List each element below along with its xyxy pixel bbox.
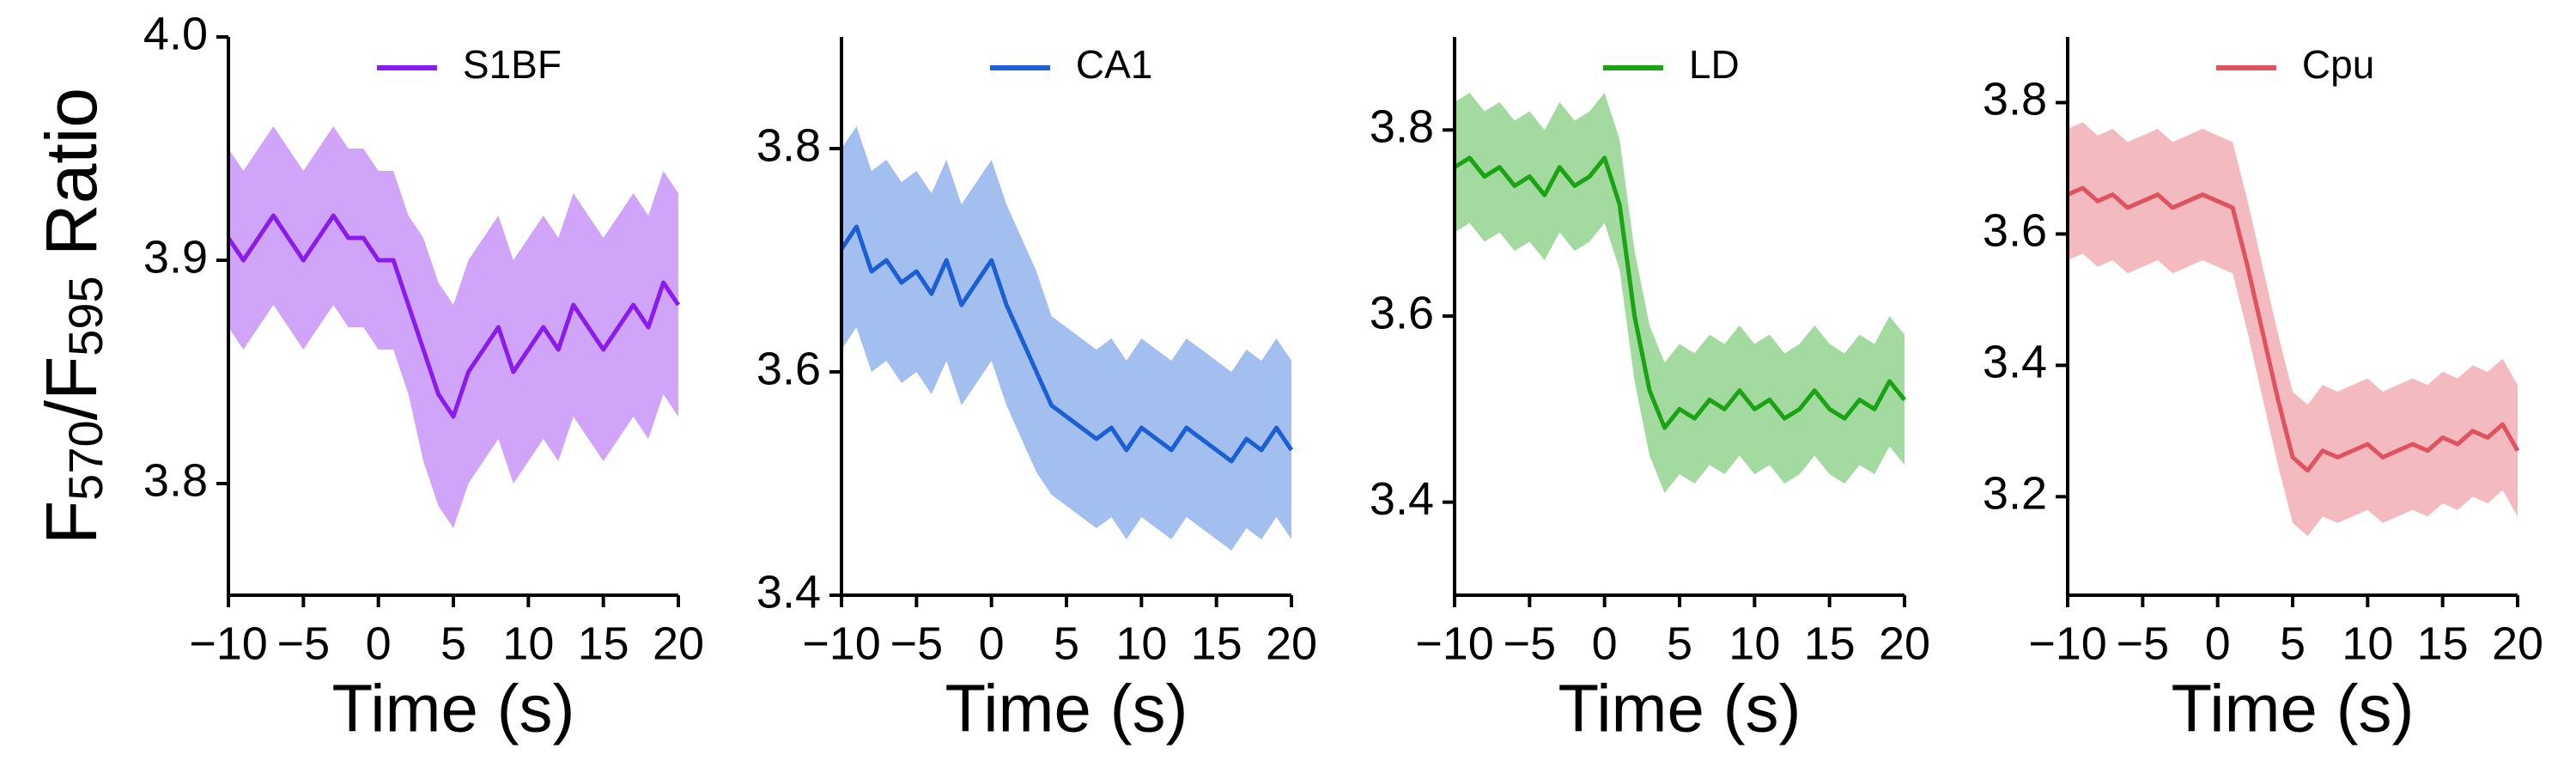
panel: CA1 3.4 3.6 3.8 −10 −5 0 5 10 15 20 Time (s) xyxy=(756,37,1317,746)
mean-line xyxy=(226,213,681,419)
x-tick-label: −10 xyxy=(189,618,268,669)
legend-label: S1BF xyxy=(463,42,562,87)
x-tick-label: 15 xyxy=(578,618,629,669)
legend-label: CA1 xyxy=(1076,42,1152,87)
x-tick-label: 0 xyxy=(2205,618,2231,669)
y-label-part: /F xyxy=(31,356,112,421)
x-tick-label: −10 xyxy=(2028,618,2107,669)
legend-label: Cpu xyxy=(2302,42,2374,87)
error-band xyxy=(2068,122,2518,537)
x-tick-label: 15 xyxy=(2417,618,2469,669)
mean-line xyxy=(1453,155,1906,430)
x-tick-label: 15 xyxy=(1191,618,1242,669)
y-tick-label: 3.8 xyxy=(143,454,208,506)
x-tick-label: 20 xyxy=(1266,618,1317,669)
x-axis-label: Time (s) xyxy=(945,671,1188,746)
x-tick-label: 15 xyxy=(1804,618,1856,669)
x-tick-label: −5 xyxy=(890,618,944,669)
y-label-subscript: 570 xyxy=(58,420,112,500)
y-axis-label: F570/F595 Ratio xyxy=(31,88,112,545)
x-tick-label: −10 xyxy=(802,618,881,669)
panel: LD 3.4 3.6 3.8 −10 −5 0 5 10 15 20 Time (s) xyxy=(1370,37,1930,746)
y-tick-label: 3.8 xyxy=(756,119,821,171)
panel: Cpu 3.2 3.4 3.6 3.8 −10 −5 0 5 10 15 20 Time (s) xyxy=(1983,37,2543,746)
panel: S1BF 3.8 3.9 4.0 −10 −5 0 5 10 15 20 Time (s) xyxy=(143,8,704,746)
y-label-subscript: 595 xyxy=(58,276,112,356)
x-axis-label: Time (s) xyxy=(331,671,574,746)
x-tick-label: 5 xyxy=(1667,618,1692,669)
mean-line xyxy=(2066,186,2520,473)
x-tick-label: 5 xyxy=(2280,618,2306,669)
x-tick-label: 0 xyxy=(1592,618,1618,669)
x-tick-label: 5 xyxy=(440,618,466,669)
y-tick-label: 3.6 xyxy=(1370,287,1434,338)
x-axis-label: Time (s) xyxy=(1558,671,1801,746)
y-tick-label: 3.6 xyxy=(1983,205,2047,257)
y-tick-label: 3.4 xyxy=(1370,473,1434,525)
x-tick-label: 20 xyxy=(653,618,704,669)
error-band xyxy=(1455,93,1905,493)
error-band xyxy=(841,126,1291,551)
mean-line xyxy=(839,224,1294,464)
y-tick-label: 3.6 xyxy=(756,343,821,394)
y-tick-label: 3.8 xyxy=(1983,74,2047,125)
y-tick-label: 4.0 xyxy=(143,8,208,59)
x-tick-label: −5 xyxy=(1504,618,1557,669)
legend-label: LD xyxy=(1689,42,1740,87)
x-tick-label: 10 xyxy=(1728,618,1780,669)
x-tick-label: 10 xyxy=(2342,618,2393,669)
y-tick-label: 3.4 xyxy=(1983,337,2047,388)
y-label-part: Ratio xyxy=(31,88,112,276)
y-tick-label: 3.9 xyxy=(143,231,208,283)
x-tick-label: −5 xyxy=(277,618,331,669)
x-tick-label: 5 xyxy=(1054,618,1079,669)
x-tick-label: 20 xyxy=(1879,618,1930,669)
error-band xyxy=(228,126,678,528)
x-tick-label: 0 xyxy=(366,618,392,669)
y-tick-label: 3.8 xyxy=(1370,101,1434,153)
x-tick-label: 10 xyxy=(1115,618,1167,669)
y-tick-label: 3.2 xyxy=(1983,468,2047,520)
x-tick-label: 0 xyxy=(979,618,1005,669)
x-tick-label: −5 xyxy=(2117,618,2170,669)
x-axis-label: Time (s) xyxy=(2171,671,2414,746)
x-tick-label: 10 xyxy=(502,618,554,669)
y-label-part: F xyxy=(31,501,112,545)
x-tick-label: 20 xyxy=(2492,618,2543,669)
y-tick-label: 3.4 xyxy=(756,566,821,618)
x-tick-label: −10 xyxy=(1415,618,1494,669)
